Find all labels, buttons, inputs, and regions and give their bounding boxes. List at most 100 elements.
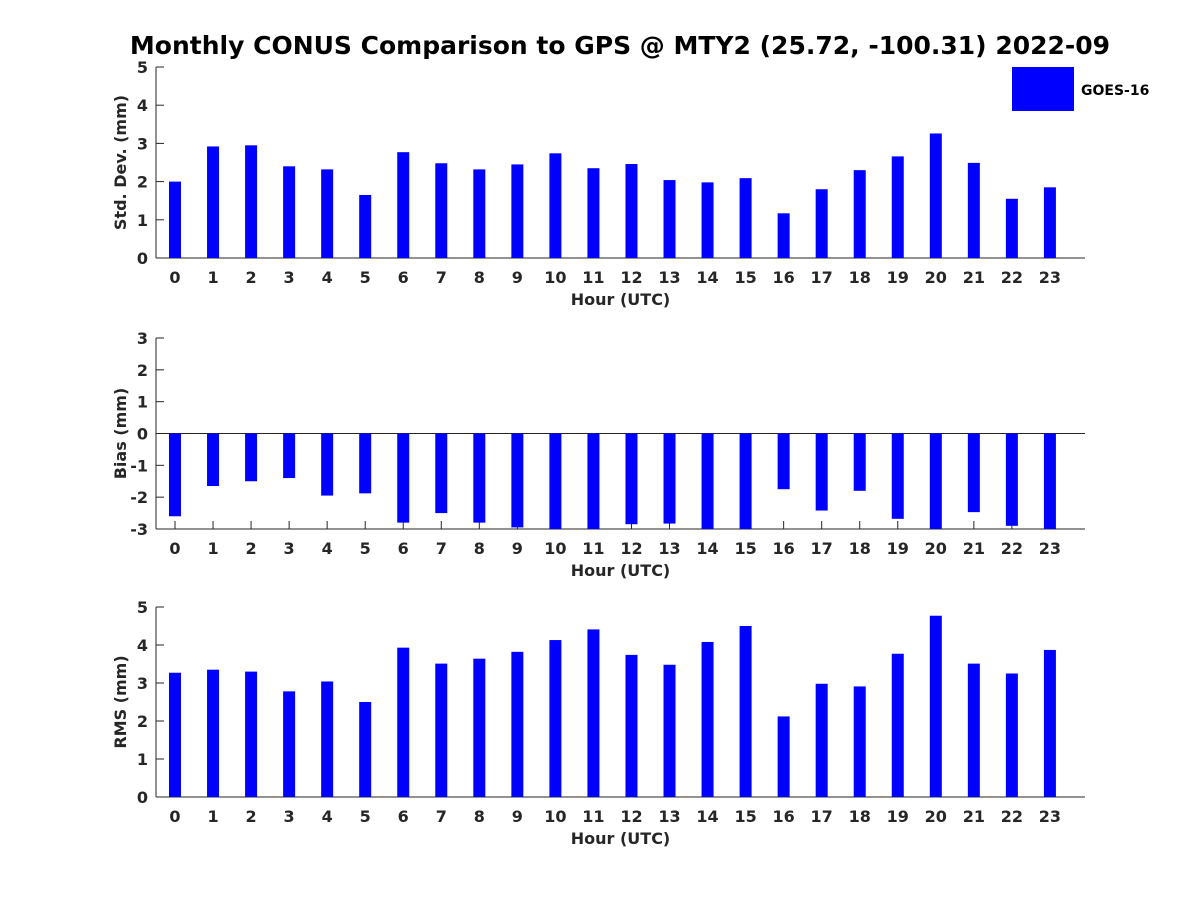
rms-y-axis-label: RMS (mm) — [111, 655, 130, 748]
std-dev-bar-hour-1 — [207, 146, 220, 258]
bias-x-tick-label: 6 — [398, 539, 409, 558]
bias-x-tick-label: 3 — [284, 539, 295, 558]
std-dev-bar-hour-13 — [663, 180, 676, 258]
bias-y-tick-label: 3 — [137, 329, 148, 348]
bias-bar-hour-5 — [359, 433, 372, 494]
bias-x-axis-label: Hour (UTC) — [571, 561, 671, 580]
rms-bar-hour-2 — [245, 671, 258, 797]
bias-x-tick-label: 10 — [544, 539, 566, 558]
std-dev-x-tick-label: 20 — [925, 268, 947, 287]
std-dev-x-tick-label: 22 — [1001, 268, 1023, 287]
rms-x-tick-label: 23 — [1039, 807, 1061, 826]
std-dev-bar-hour-5 — [359, 194, 372, 258]
rms-bar-hour-4 — [321, 681, 334, 797]
rms-x-tick-label: 12 — [620, 807, 642, 826]
bias-x-tick-label: 2 — [246, 539, 257, 558]
rms-x-axis-label: Hour (UTC) — [571, 829, 671, 848]
std-dev-x-tick-label: 13 — [658, 268, 680, 287]
rms-x-tick-label: 20 — [925, 807, 947, 826]
std-dev-bar-hour-23 — [1043, 187, 1056, 258]
rms-x-tick-label: 13 — [658, 807, 680, 826]
std-dev-x-tick-label: 2 — [246, 268, 257, 287]
rms-x-tick-label: 10 — [544, 807, 566, 826]
bias-x-tick-label: 21 — [963, 539, 985, 558]
rms-x-tick-label: 19 — [887, 807, 909, 826]
rms-x-tick-label: 8 — [474, 807, 485, 826]
rms-y-tick-label: 5 — [137, 598, 148, 617]
bias-y-tick-label: 0 — [137, 425, 148, 444]
rms-bar-hour-21 — [967, 663, 980, 797]
bias-x-tick-label: 4 — [322, 539, 333, 558]
std-dev-bar-hour-12 — [625, 164, 638, 258]
bias-x-tick-label: 9 — [512, 539, 523, 558]
bias-y-axis-label: Bias (mm) — [111, 388, 130, 480]
rms-x-tick-label: 7 — [436, 807, 447, 826]
std-dev-bar-hour-3 — [283, 166, 296, 258]
rms-bar-hour-18 — [853, 686, 866, 797]
rms-bar-hour-0 — [169, 672, 181, 797]
rms-x-tick-label: 16 — [773, 807, 795, 826]
rms-bar-hour-8 — [473, 658, 486, 797]
std-dev-x-tick-label: 21 — [963, 268, 985, 287]
bias-x-tick-label: 8 — [474, 539, 485, 558]
rms-x-tick-label: 5 — [360, 807, 371, 826]
std-dev-bar-hour-22 — [1005, 198, 1018, 258]
std-dev-bar-hour-9 — [511, 164, 524, 258]
bias-bar-hour-10 — [549, 433, 562, 529]
bias-x-tick-label: 1 — [207, 539, 218, 558]
std-dev-x-tick-label: 8 — [474, 268, 485, 287]
rms-x-tick-label: 22 — [1001, 807, 1023, 826]
rms-y-tick-label: 1 — [137, 750, 148, 769]
bias-x-tick-label: 11 — [582, 539, 604, 558]
legend-swatch — [1012, 67, 1074, 111]
std-dev-x-tick-label: 7 — [436, 268, 447, 287]
rms-bar-hour-19 — [891, 653, 904, 797]
bias-x-tick-label: 14 — [696, 539, 718, 558]
rms-bar-hour-23 — [1043, 649, 1056, 797]
std-dev-bar-hour-17 — [815, 189, 828, 258]
std-dev-x-tick-label: 16 — [773, 268, 795, 287]
std-dev-x-tick-label: 10 — [544, 268, 566, 287]
std-dev-bar-hour-15 — [739, 178, 752, 258]
bias-bar-hour-16 — [777, 433, 790, 490]
rms-x-tick-label: 14 — [696, 807, 718, 826]
bias-x-tick-label: 16 — [773, 539, 795, 558]
bias-x-tick-label: 19 — [887, 539, 909, 558]
bias-x-tick-label: 12 — [620, 539, 642, 558]
rms-x-tick-label: 21 — [963, 807, 985, 826]
std-dev-bar-hour-21 — [967, 162, 980, 258]
bias-bar-hour-3 — [283, 433, 296, 479]
std-dev-x-tick-label: 12 — [620, 268, 642, 287]
rms-bar-hour-3 — [283, 691, 296, 797]
bias-bar-hour-7 — [435, 433, 448, 514]
rms-x-tick-label: 9 — [512, 807, 523, 826]
rms-x-tick-label: 3 — [284, 807, 295, 826]
rms-x-tick-label: 17 — [811, 807, 833, 826]
bias-bar-hour-17 — [815, 433, 828, 511]
std-dev-bar-hour-20 — [929, 133, 942, 258]
std-dev-y-tick-label: 2 — [137, 173, 148, 192]
rms-x-tick-label: 11 — [582, 807, 604, 826]
std-dev-bar-hour-7 — [435, 163, 448, 258]
std-dev-x-tick-label: 19 — [887, 268, 909, 287]
bias-y-tick-label: -1 — [130, 456, 148, 475]
std-dev-y-axis-label: Std. Dev. (mm) — [111, 95, 130, 230]
rms-bar-hour-6 — [397, 647, 410, 797]
bias-bar-hour-19 — [891, 433, 904, 519]
std-dev-y-tick-label: 3 — [137, 134, 148, 153]
rms-bar-hour-9 — [511, 651, 524, 797]
rms-x-tick-label: 0 — [169, 807, 180, 826]
rms-bar-hour-20 — [929, 615, 942, 797]
bias-x-tick-label: 15 — [734, 539, 756, 558]
bias-bar-hour-1 — [207, 433, 220, 487]
bias-bar-hour-0 — [169, 433, 181, 517]
std-dev-x-tick-label: 4 — [322, 268, 333, 287]
std-dev-x-tick-label: 14 — [696, 268, 718, 287]
bias-bar-hour-4 — [321, 433, 334, 496]
rms-bar-hour-17 — [815, 683, 828, 797]
bias-bar-hour-2 — [245, 433, 258, 482]
std-dev-x-tick-label: 23 — [1039, 268, 1061, 287]
std-dev-x-tick-label: 11 — [582, 268, 604, 287]
